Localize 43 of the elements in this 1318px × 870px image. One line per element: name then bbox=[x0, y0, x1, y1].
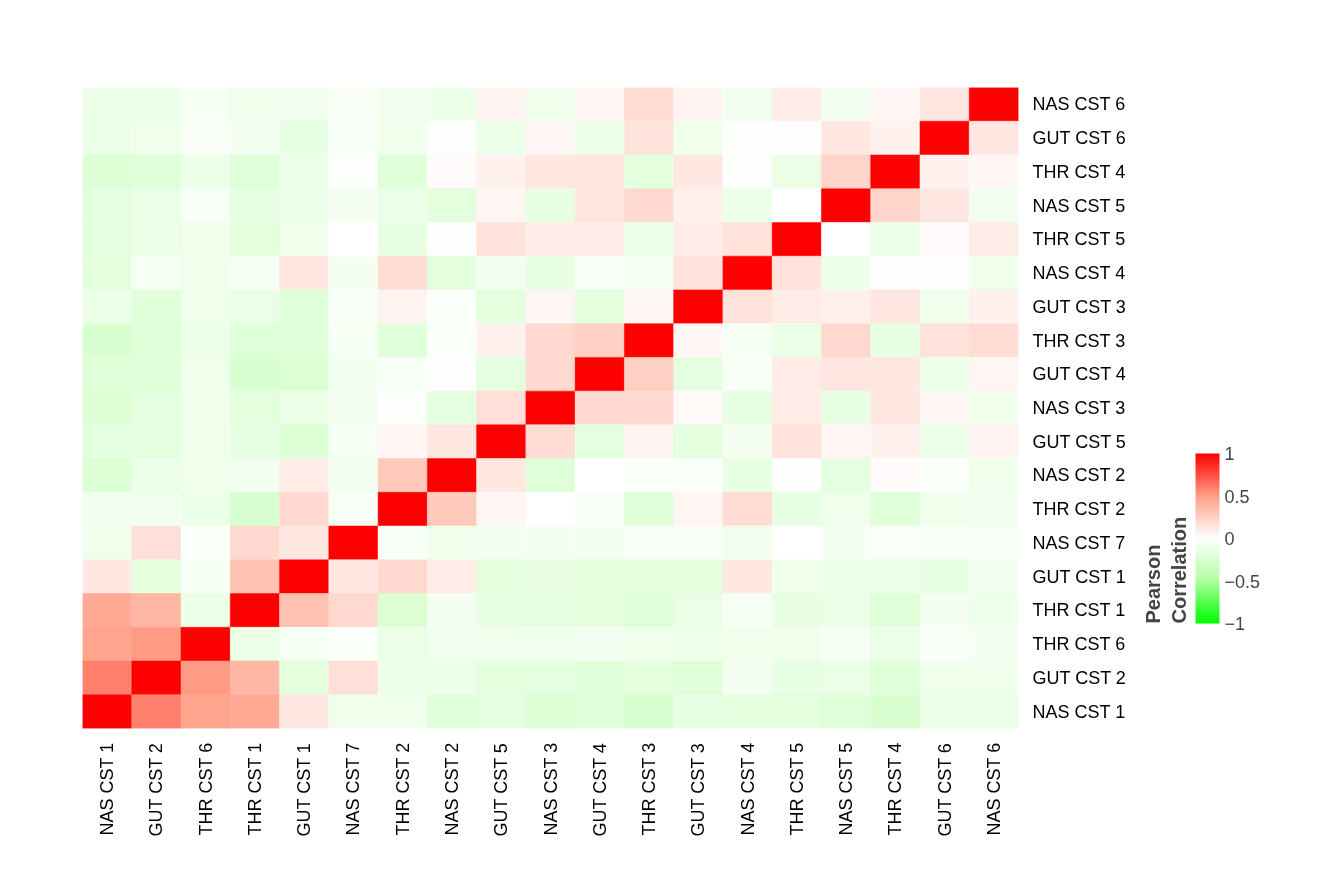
y-tick-label: NAS CST 2 bbox=[1032, 465, 1126, 486]
x-tick-label: NAS CST 4 bbox=[737, 742, 758, 836]
x-tick-label: NAS CST 5 bbox=[836, 742, 857, 836]
x-tick-label: NAS CST 3 bbox=[540, 742, 561, 836]
x-tick-label: THR CST 2 bbox=[392, 742, 413, 836]
x-tick-label: GUT CST 6 bbox=[934, 743, 955, 837]
y-tick-label: NAS CST 4 bbox=[1032, 263, 1126, 284]
y-tick-label: GUT CST 4 bbox=[1032, 364, 1126, 385]
y-tick-label: NAS CST 6 bbox=[1032, 94, 1126, 115]
y-tick-label: THR CST 1 bbox=[1032, 600, 1126, 621]
y-tick-label: GUT CST 2 bbox=[1032, 667, 1126, 688]
x-tick-label: THR CST 4 bbox=[885, 742, 906, 836]
color-bar-title: Pearson Correlation bbox=[1142, 516, 1191, 624]
y-tick-label: THR CST 6 bbox=[1032, 634, 1126, 655]
color-bar-label: 1 bbox=[1224, 444, 1235, 464]
x-tick-label: GUT CST 2 bbox=[146, 743, 167, 837]
y-tick-label: THR CST 3 bbox=[1032, 330, 1126, 351]
x-tick-label: GUT CST 1 bbox=[294, 743, 315, 837]
x-tick-label: NAS CST 1 bbox=[97, 742, 118, 836]
x-tick-label: NAS CST 7 bbox=[343, 742, 364, 836]
color-bar-label: 0 bbox=[1224, 529, 1235, 549]
color-bar-label: 0.5 bbox=[1224, 486, 1250, 507]
x-tick-label: GUT CST 4 bbox=[589, 743, 610, 837]
y-tick-label: GUT CST 3 bbox=[1032, 296, 1126, 317]
color-bar-label: −0.5 bbox=[1224, 571, 1261, 592]
y-tick-label: GUT CST 6 bbox=[1032, 128, 1126, 149]
y-tick-label: THR CST 2 bbox=[1032, 499, 1126, 520]
x-tick-label: THR CST 5 bbox=[786, 742, 807, 836]
x-tick-label: THR CST 3 bbox=[639, 742, 660, 836]
y-tick-label: GUT CST 5 bbox=[1032, 431, 1126, 452]
x-tick-label: GUT CST 3 bbox=[688, 743, 709, 837]
color-bar-label: −1 bbox=[1224, 614, 1246, 634]
x-tick-label: THR CST 1 bbox=[244, 742, 265, 836]
x-tick-label: THR CST 6 bbox=[195, 742, 216, 836]
y-tick-label: NAS CST 1 bbox=[1032, 701, 1126, 722]
y-tick-label: THR CST 4 bbox=[1032, 161, 1126, 182]
y-tick-label: THR CST 5 bbox=[1032, 229, 1126, 250]
y-tick-label: NAS CST 3 bbox=[1032, 398, 1126, 418]
x-tick-label: NAS CST 2 bbox=[441, 742, 462, 836]
x-tick-label: GUT CST 5 bbox=[491, 743, 512, 837]
y-tick-label: NAS CST 5 bbox=[1032, 195, 1126, 216]
y-tick-label: NAS CST 7 bbox=[1032, 532, 1126, 553]
y-tick-label: GUT CST 1 bbox=[1032, 566, 1126, 587]
